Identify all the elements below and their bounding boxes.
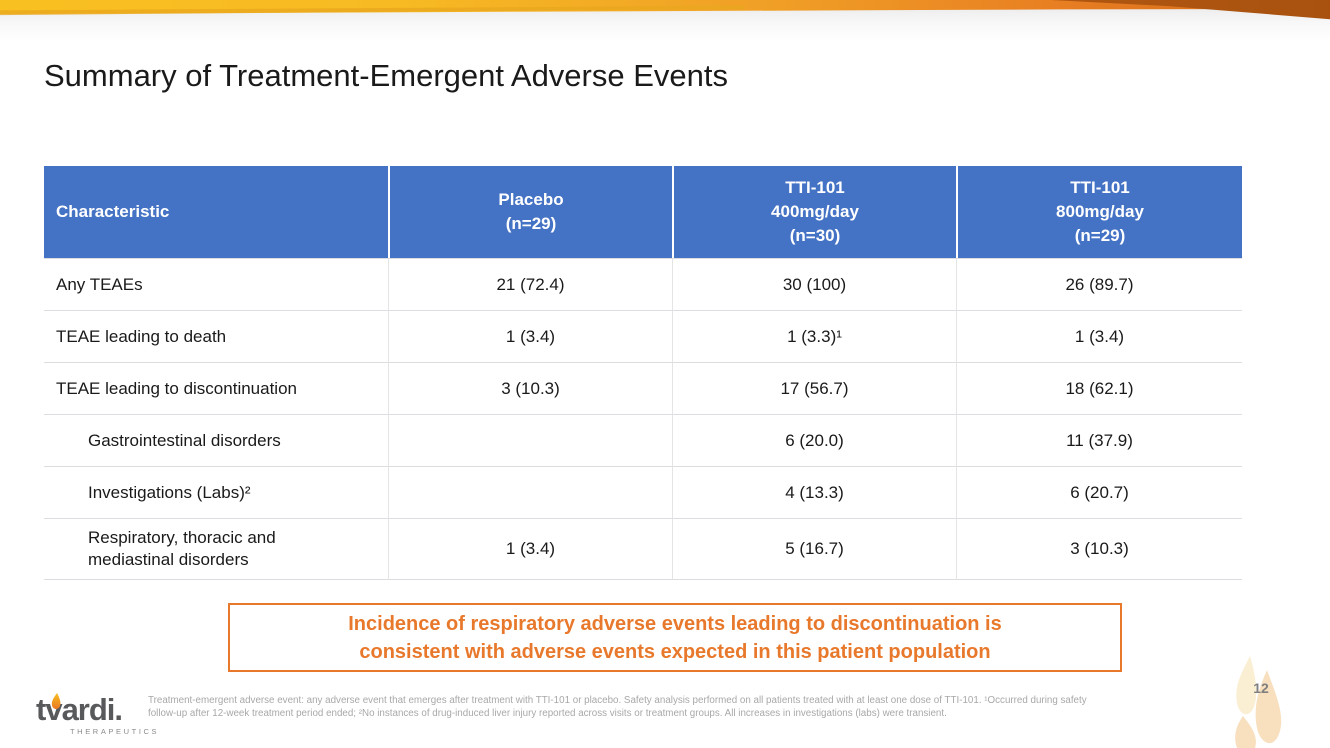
- cell-resp-placebo: 1 (3.4): [388, 519, 672, 580]
- logo-flame-icon: [51, 693, 61, 710]
- cell-teae-disc-placebo: 3 (10.3): [388, 363, 672, 415]
- header-cell-characteristic: Characteristic: [44, 166, 388, 258]
- row-label-teae-death: TEAE leading to death: [44, 311, 388, 363]
- cell-gi-tti400: 6 (20.0): [672, 415, 956, 467]
- cell-labs-tti800: 6 (20.7): [956, 467, 1242, 519]
- tvardi-logo: tvardi. THERAPEUTICS: [36, 692, 157, 742]
- page-number: 12: [1253, 680, 1269, 696]
- cell-teae-death-placebo: 1 (3.4): [388, 311, 672, 363]
- cell-resp-tti800: 3 (10.3): [956, 519, 1242, 580]
- cell-teae-death-tti800: 1 (3.4): [956, 311, 1242, 363]
- footnote-line-1: Treatment-emergent adverse event: any ad…: [148, 695, 1087, 706]
- logo-tagline: THERAPEUTICS: [70, 727, 160, 736]
- header-cell-placebo: Placebo (n=29): [388, 166, 672, 258]
- row-label-respiratory: Respiratory, thoracic and mediastinal di…: [44, 519, 388, 580]
- header-cell-tti-400: TTI-101 400mg/day (n=30): [672, 166, 956, 258]
- cell-any-teaes-placebo: 21 (72.4): [388, 258, 672, 311]
- top-banner-streak: [0, 5, 745, 16]
- row-label-any-teaes: Any TEAEs: [44, 258, 388, 311]
- flame-watermark-icon: [1235, 656, 1282, 748]
- cell-resp-tti400: 5 (16.7): [672, 519, 956, 580]
- key-message-callout: Incidence of respiratory adverse events …: [228, 603, 1122, 672]
- footnote: Treatment-emergent adverse event: any ad…: [148, 694, 1223, 720]
- row-label-gastrointestinal: Gastrointestinal disorders: [44, 415, 388, 467]
- cell-teae-disc-tti800: 18 (62.1): [956, 363, 1242, 415]
- callout-line-2: consistent with adverse events expected …: [359, 640, 991, 663]
- row-label-teae-discontinuation: TEAE leading to discontinuation: [44, 363, 388, 415]
- cell-teae-disc-tti400: 17 (56.7): [672, 363, 956, 415]
- slide-title: Summary of Treatment-Emergent Adverse Ev…: [44, 58, 728, 93]
- cell-labs-tti400: 4 (13.3): [672, 467, 956, 519]
- header-cell-tti-800: TTI-101 800mg/day (n=29): [956, 166, 1242, 258]
- cell-gi-placebo: [388, 415, 672, 467]
- row-label-investigations: Investigations (Labs)²: [44, 467, 388, 519]
- callout-line-1: Incidence of respiratory adverse events …: [348, 612, 1002, 635]
- logo-wordmark: tvardi.: [36, 692, 123, 727]
- cell-any-teaes-tti800: 26 (89.7): [956, 258, 1242, 311]
- cell-any-teaes-tti400: 30 (100): [672, 258, 956, 311]
- adverse-events-table: Characteristic Placebo (n=29) TTI-101 40…: [44, 166, 1242, 580]
- footnote-line-2: follow-up after 12-week treatment period…: [148, 708, 947, 719]
- cell-labs-placebo: [388, 467, 672, 519]
- cell-teae-death-tti400: 1 (3.3)¹: [672, 311, 956, 363]
- cell-gi-tti800: 11 (37.9): [956, 415, 1242, 467]
